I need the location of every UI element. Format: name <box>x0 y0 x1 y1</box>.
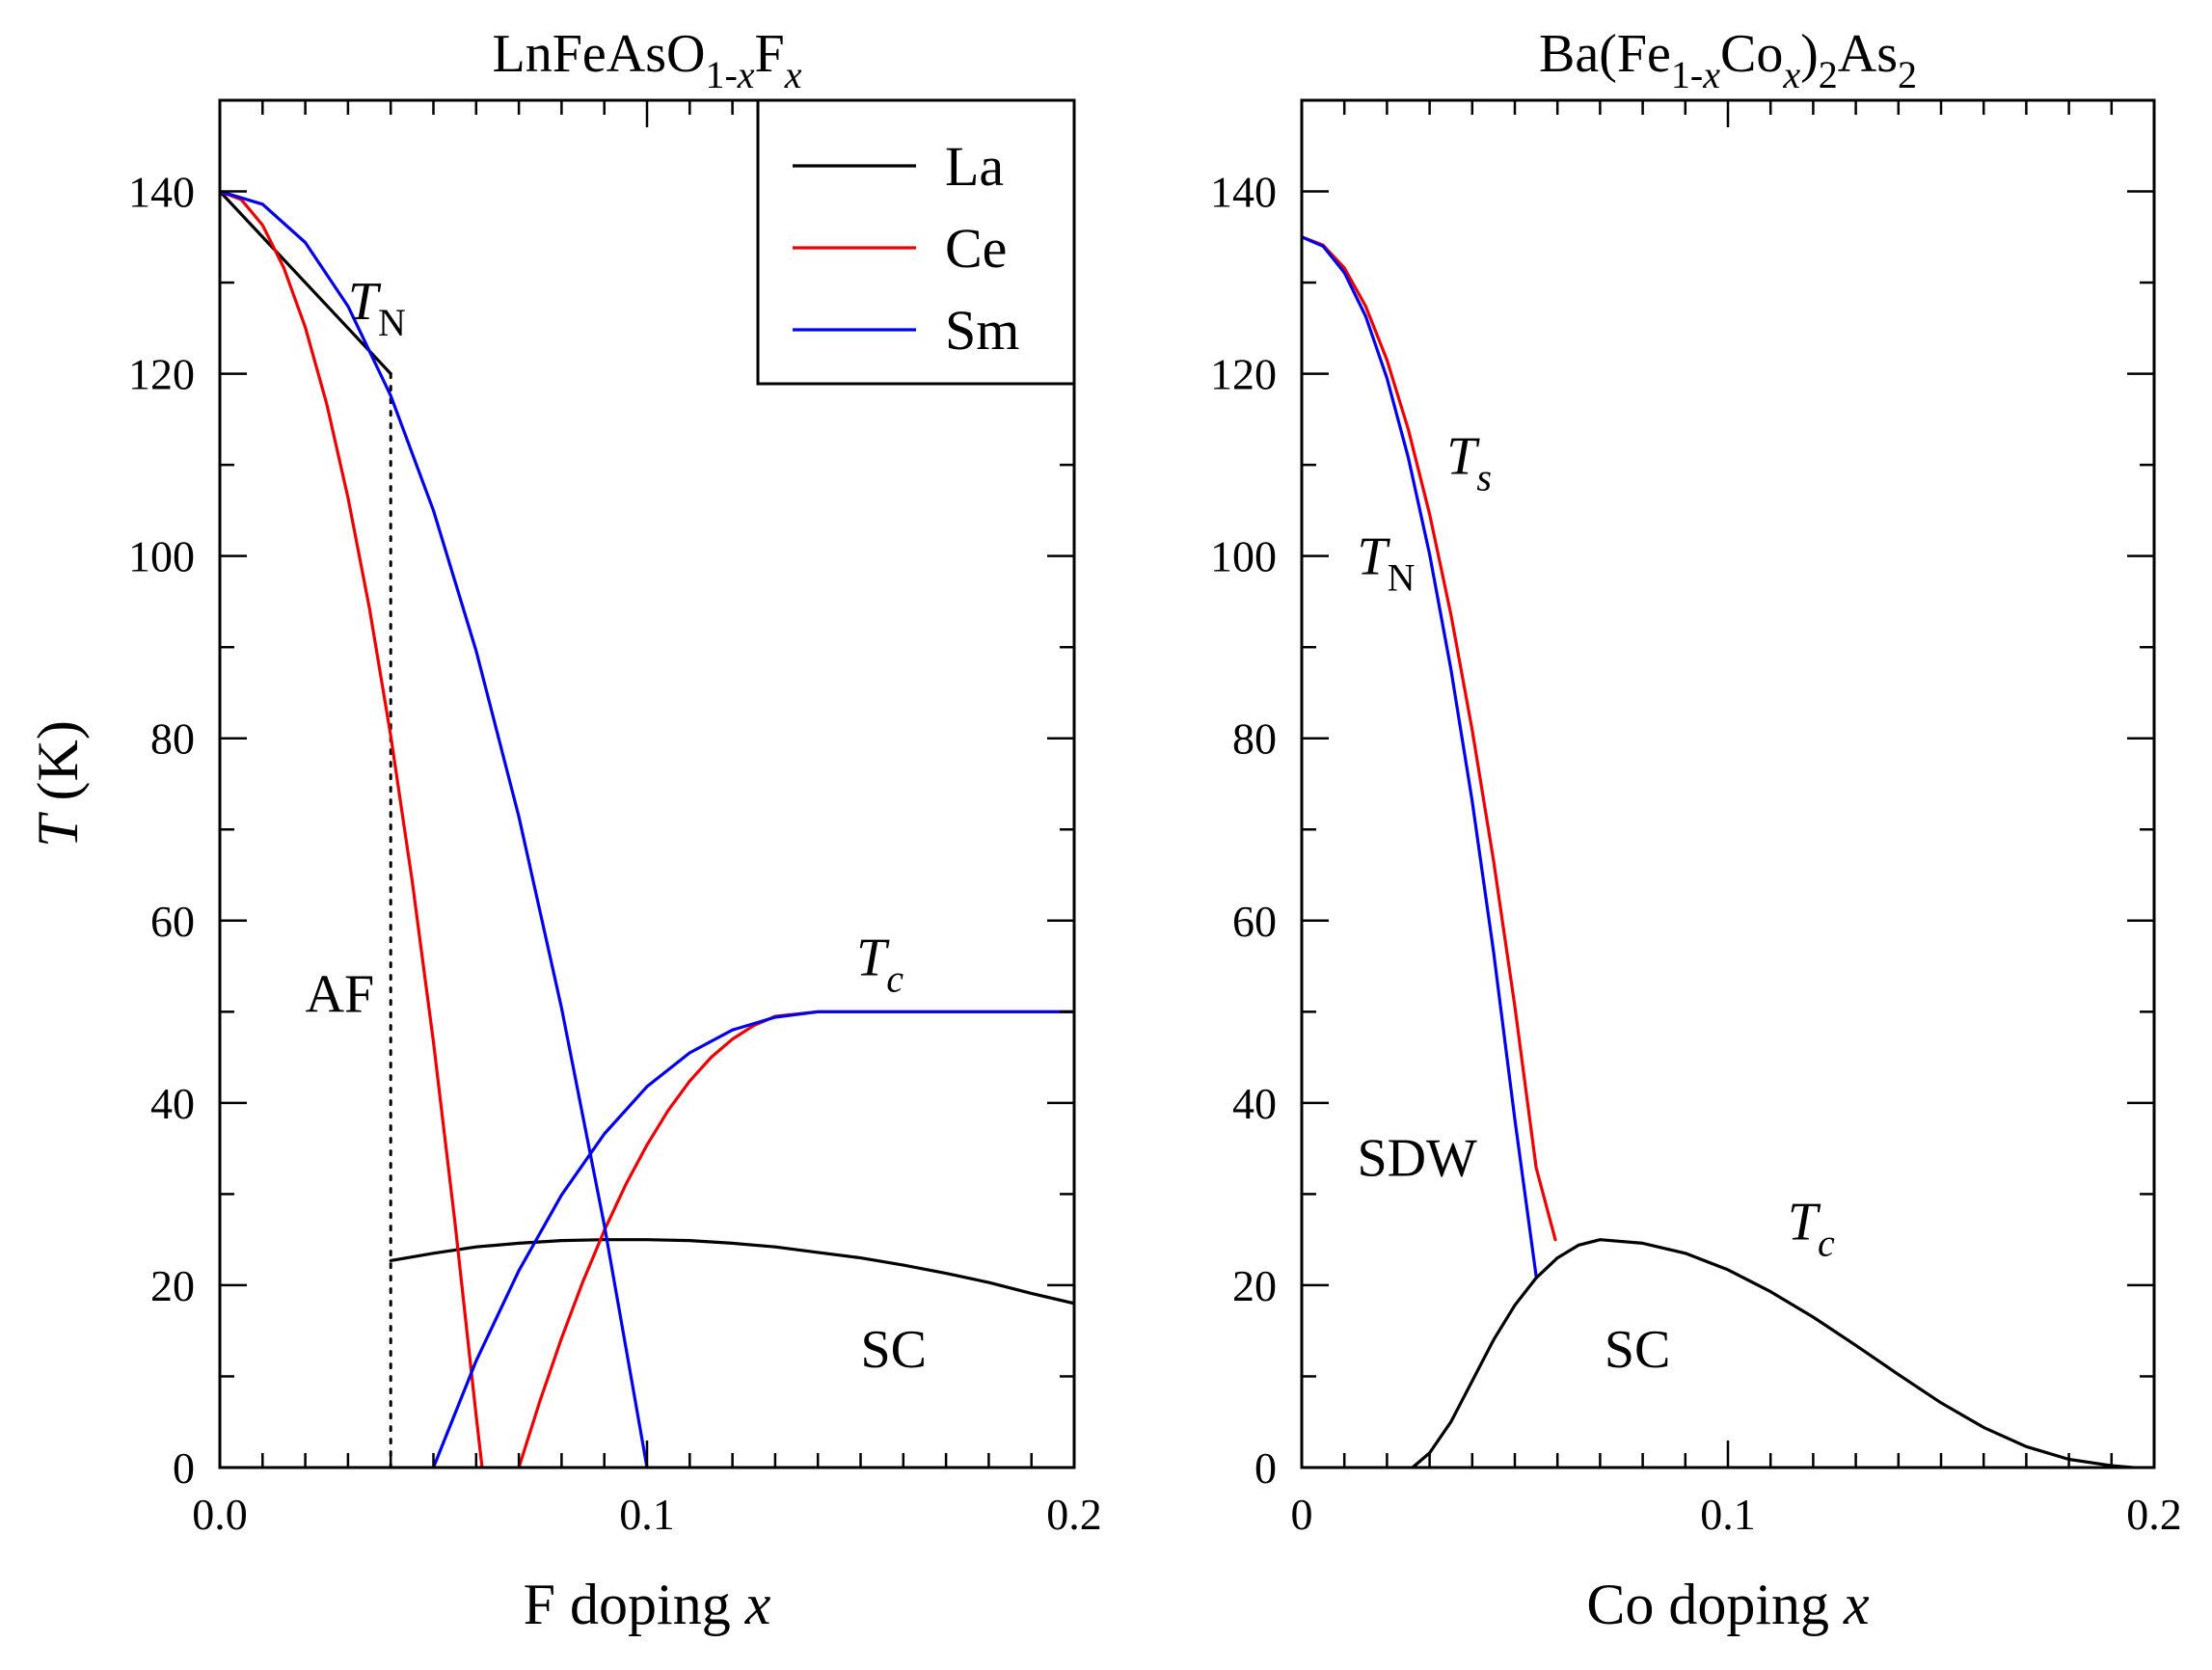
sc-region-label: SC <box>861 1320 928 1380</box>
tn-label: TN <box>1357 527 1415 600</box>
y-tick-label: 100 <box>128 532 195 581</box>
y-tick-label: 140 <box>1210 168 1277 217</box>
x-axis-label: F doping x <box>524 1573 771 1636</box>
series-line-sm-t-n <box>220 189 649 1468</box>
y-tick-label: 40 <box>150 1079 195 1128</box>
panel-title: Ba(Fe1-xCox)2As2 <box>1539 24 1917 96</box>
x-tick-label: 0 <box>1291 1490 1313 1539</box>
y-tick-label: 60 <box>1232 897 1277 946</box>
y-tick-label: 80 <box>150 714 195 764</box>
x-tick-label: 0.1 <box>619 1490 675 1539</box>
y-tick-label: 20 <box>150 1261 195 1310</box>
y-axis-label: T (K) <box>26 720 90 848</box>
left-panel: 0.0 0.1 0.2 0 20 40 60 80 100 120 140 F doping x T (… <box>26 24 1102 1636</box>
y-tick-label: 20 <box>1232 1261 1277 1310</box>
y-tick-label: 60 <box>150 897 195 946</box>
legend-label-sm: Sm <box>945 299 1019 362</box>
series-line-la-t-c <box>389 1238 1074 1306</box>
af-region-label: AF <box>306 964 375 1024</box>
tc-label: Tc <box>856 929 904 1001</box>
y-tick-label: 80 <box>1232 714 1277 764</box>
y-tick-label: 0 <box>1254 1443 1277 1493</box>
x-tick-label: 0.2 <box>2126 1490 2182 1539</box>
tc-label: Tc <box>1788 1193 1835 1265</box>
x-tick-label: 0.0 <box>192 1490 248 1539</box>
series-line-sm-t-c <box>431 1010 1074 1468</box>
series-line-ce-t-n <box>220 189 484 1468</box>
x-tick-label: 0.2 <box>1046 1490 1102 1539</box>
tn-label: TN <box>348 272 406 344</box>
series-line-t-n <box>1302 235 1538 1279</box>
panel-title: LnFeAsO1-xFx <box>493 24 802 96</box>
legend: La Ce Sm <box>756 98 1076 386</box>
y-tick-label: 120 <box>1210 350 1277 399</box>
series-line-la-t-n <box>220 189 392 376</box>
y-tick-label: 120 <box>128 350 195 399</box>
y-tick-label: 40 <box>1232 1079 1277 1128</box>
x-axis-label: Co doping x <box>1586 1573 1870 1636</box>
series-line-t-c <box>1411 1238 2135 1468</box>
series-group <box>220 189 1074 1468</box>
x-tick-label: 0.1 <box>1700 1490 1756 1539</box>
series-line-t-s <box>1302 235 1557 1242</box>
tick-marks <box>1300 100 2156 1469</box>
ts-label: Ts <box>1446 427 1492 499</box>
right-panel: 0 0.1 0.2 0 20 40 60 80 100 120 140 Co doping x Ba(F… <box>1210 24 2182 1636</box>
sdw-region-label: SDW <box>1357 1128 1477 1188</box>
legend-label-ce: Ce <box>945 217 1007 280</box>
y-tick-label: 0 <box>173 1443 195 1493</box>
legend-label-la: La <box>945 135 1004 198</box>
legend-box <box>756 98 1076 386</box>
series-group <box>1302 235 2135 1468</box>
y-tick-label: 140 <box>128 168 195 217</box>
sc-region-label: SC <box>1605 1320 1671 1380</box>
y-tick-label: 100 <box>1210 532 1277 581</box>
